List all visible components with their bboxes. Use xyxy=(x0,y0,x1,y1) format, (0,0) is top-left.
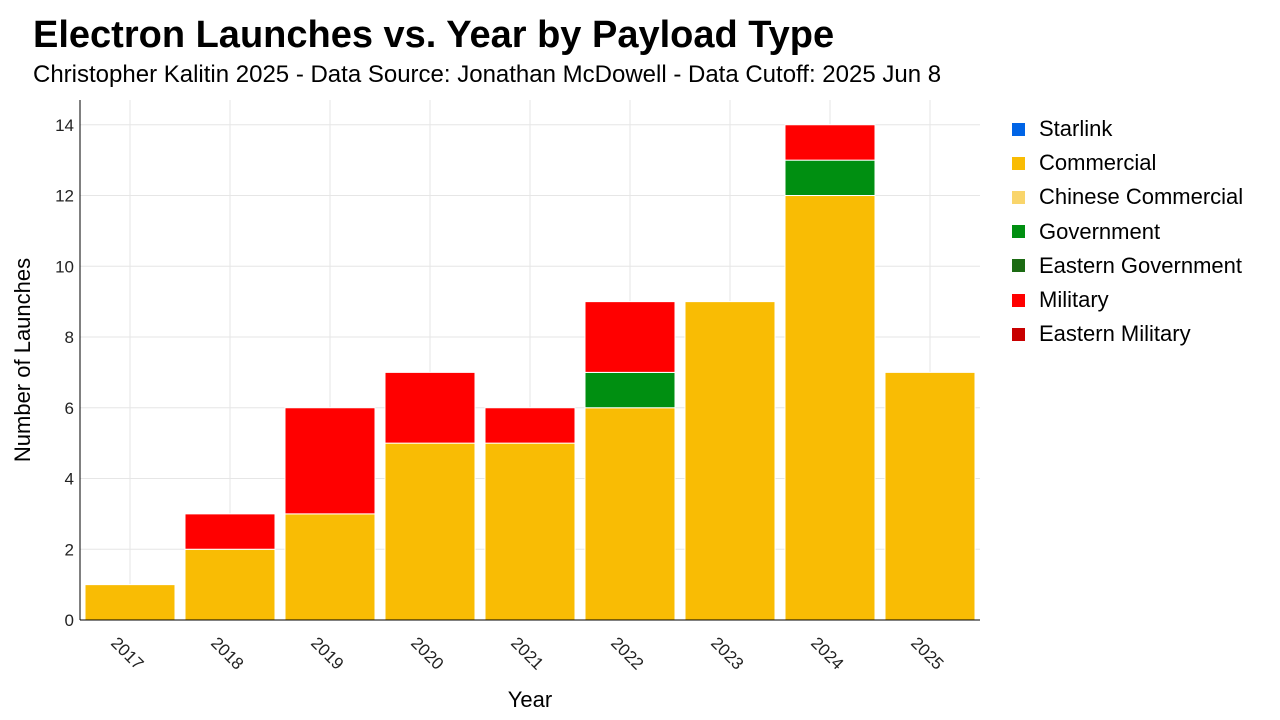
legend-label: Eastern Government xyxy=(1039,252,1242,278)
legend-item[interactable]: Eastern Government xyxy=(1012,249,1243,283)
legend-item[interactable]: Chinese Commercial xyxy=(1012,180,1243,214)
x-tick-label: 2020 xyxy=(407,633,447,673)
legend-label: Government xyxy=(1039,218,1161,244)
legend-swatch xyxy=(1012,225,1025,239)
bar-segment xyxy=(284,407,376,515)
x-tick-label: 2025 xyxy=(907,633,947,673)
x-tick-label: 2021 xyxy=(507,633,547,673)
bar-segment xyxy=(484,442,576,621)
bar-segment xyxy=(584,301,676,373)
legend-swatch xyxy=(1012,122,1025,136)
legend-swatch xyxy=(1012,259,1025,273)
x-tick-label: 2022 xyxy=(607,633,647,673)
bar-segment xyxy=(884,371,976,621)
legend-label: Military xyxy=(1039,287,1109,313)
bar-segment xyxy=(84,584,176,621)
legend-item[interactable]: Eastern Military xyxy=(1012,317,1243,351)
legend-item[interactable]: Military xyxy=(1012,283,1243,317)
y-tick-label: 6 xyxy=(65,399,74,418)
legend-label: Chinese Commercial xyxy=(1039,184,1244,210)
bar-segment xyxy=(384,442,476,621)
legend-item[interactable]: Commercial xyxy=(1012,146,1243,180)
legend-label: Commercial xyxy=(1039,150,1157,176)
bar-segment xyxy=(784,159,876,197)
x-tick-label: 2017 xyxy=(107,633,147,673)
y-tick-label: 0 xyxy=(65,611,74,630)
bar-segment xyxy=(584,371,676,409)
y-tick-label: 14 xyxy=(55,116,74,135)
y-axis-label: Number of Launches xyxy=(10,258,35,462)
legend-item[interactable]: Government xyxy=(1012,215,1243,249)
legend-swatch xyxy=(1012,327,1025,341)
bar-segment xyxy=(284,513,376,621)
x-tick-label: 2018 xyxy=(207,633,247,673)
bar-segment xyxy=(484,407,576,444)
y-tick-label: 10 xyxy=(55,257,74,276)
y-tick-label: 2 xyxy=(65,540,74,559)
x-tick-label: 2023 xyxy=(707,633,747,673)
legend-label: Starlink xyxy=(1039,116,1113,142)
bar-segment xyxy=(384,371,476,444)
x-tick-label: 2024 xyxy=(807,633,847,673)
bar-segment xyxy=(784,124,876,161)
bar-segment xyxy=(184,513,276,550)
legend-swatch xyxy=(1012,190,1025,204)
y-tick-label: 12 xyxy=(55,187,74,206)
legend-swatch xyxy=(1012,156,1025,170)
legend-label: Eastern Military xyxy=(1039,321,1191,347)
x-tick-label: 2019 xyxy=(307,633,347,673)
chart-legend: Starlink Commercial Chinese Commercial Gove… xyxy=(1012,112,1243,351)
chart-subtitle: Christopher Kalitin 2025 - Data Source: … xyxy=(33,61,942,88)
x-axis-label: Year xyxy=(508,687,552,712)
y-tick-label: 8 xyxy=(65,328,74,347)
bar-segment xyxy=(184,548,276,621)
legend-item[interactable]: Starlink xyxy=(1012,112,1243,146)
bar-segment xyxy=(784,195,876,621)
y-tick-label: 4 xyxy=(65,470,74,489)
chart-title: Electron Launches vs. Year by Payload Ty… xyxy=(33,14,835,56)
legend-swatch xyxy=(1012,293,1025,307)
bar-segment xyxy=(584,407,676,621)
bar-segment xyxy=(684,301,776,621)
